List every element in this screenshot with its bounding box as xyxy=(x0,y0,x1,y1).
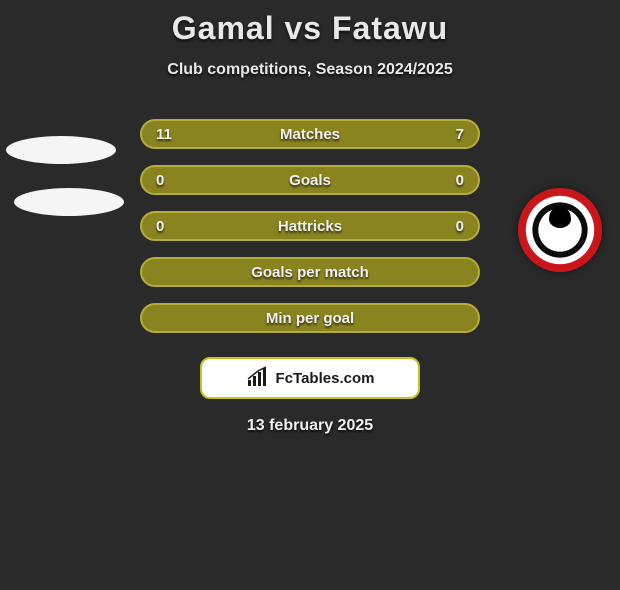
stat-label: Goals xyxy=(142,172,478,189)
stat-value-left: 0 xyxy=(156,218,164,235)
stat-row-goals: 0 Goals 0 xyxy=(140,165,480,195)
date-text: 13 february 2025 xyxy=(0,417,620,435)
site-logo[interactable]: FcTables.com xyxy=(200,357,420,399)
page-title: Gamal vs Fatawu xyxy=(0,10,620,47)
club-badge-right xyxy=(518,188,602,272)
stat-row-matches: 11 Matches 7 xyxy=(140,119,480,149)
stat-row-hattricks: 0 Hattricks 0 xyxy=(140,211,480,241)
stat-value-right: 0 xyxy=(456,172,464,189)
player-left-avatar-placeholder-1 xyxy=(6,136,116,164)
stat-value-left: 0 xyxy=(156,172,164,189)
stat-label: Hattricks xyxy=(142,218,478,235)
stat-label: Matches xyxy=(142,126,478,143)
stat-value-left: 11 xyxy=(156,126,172,143)
stat-row-goals-per-match: Goals per match xyxy=(140,257,480,287)
player-left-avatar-placeholder-2 xyxy=(14,188,124,216)
stat-value-right: 0 xyxy=(456,218,464,235)
subtitle: Club competitions, Season 2024/2025 xyxy=(0,61,620,79)
bar-chart-icon xyxy=(246,366,270,390)
stat-value-right: 7 xyxy=(456,126,464,143)
stat-row-min-per-goal: Min per goal xyxy=(140,303,480,333)
stat-label: Goals per match xyxy=(142,264,478,281)
stat-label: Min per goal xyxy=(142,310,478,327)
site-logo-text: FcTables.com xyxy=(276,370,375,387)
